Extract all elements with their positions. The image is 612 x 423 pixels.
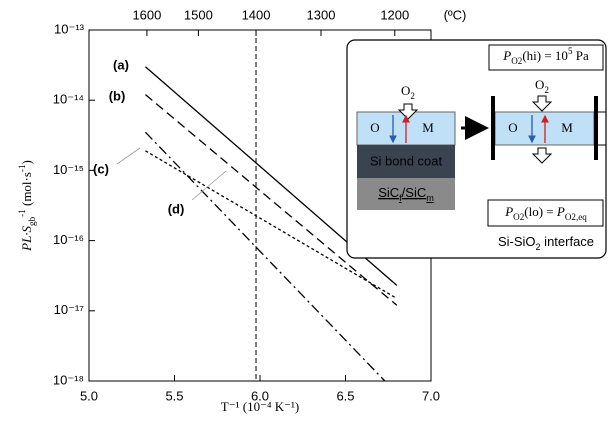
p-lo-label-part: (lo) = — [524, 204, 557, 219]
y-tick-label: 10⁻¹³ — [54, 21, 85, 36]
x-tick-label: 5.0 — [80, 388, 98, 403]
oxide-label: O — [370, 120, 379, 135]
y-axis-label-part: -1 — [17, 164, 27, 172]
y-tick-label: 10⁻¹⁶ — [53, 232, 84, 247]
oxide-label: O — [508, 120, 517, 135]
substrate-label-part: m — [426, 193, 434, 203]
p-lo-label-part: O2 — [513, 212, 525, 222]
page: {"chart_data": { "type": "line", "log_y"… — [0, 0, 612, 423]
p-hi-label-part: O2 — [511, 56, 523, 66]
y-tick-label: 10⁻¹⁴ — [53, 92, 84, 107]
bond-coat-label: Si bond coat — [370, 153, 443, 168]
p-hi-label-part: Pa — [572, 48, 588, 63]
x-tick-label: 7.0 — [422, 388, 440, 403]
p-lo-label-part: O2,eq — [565, 212, 587, 222]
series-label: (a) — [113, 57, 129, 72]
series-label: (b) — [109, 88, 126, 103]
y-axis-label-part: -1 — [17, 209, 27, 217]
x2-label: (ºC) — [444, 7, 467, 22]
mobile-label: M — [422, 120, 434, 135]
interface-label-part: interface — [541, 234, 594, 249]
x2-tick-label: 1300 — [307, 7, 336, 22]
x2-tick-label: 1200 — [380, 7, 409, 22]
boundary — [594, 96, 598, 160]
x-tick-label: 6.5 — [336, 388, 354, 403]
series-label: (d) — [168, 201, 185, 216]
mobile-label: M — [561, 120, 573, 135]
p-lo-label-part: P — [504, 204, 513, 219]
y-axis-label-part: (mol·s — [19, 172, 34, 209]
substrate-label-part: SiC — [378, 185, 399, 200]
x2-tick-label: 1500 — [184, 7, 213, 22]
gas-label-part: 2 — [410, 91, 415, 101]
y-tick-label: 10⁻¹⁷ — [54, 302, 85, 317]
p-lo-label-part: P — [556, 204, 565, 219]
y-tick-label: 10⁻¹⁵ — [53, 162, 84, 177]
substrate-label-part: /SiC — [402, 185, 427, 200]
y-axis-label-part: ) — [19, 160, 34, 164]
y-axis-label-part: gb — [27, 216, 37, 226]
p-hi-label-part: P — [502, 48, 511, 63]
y-axis-label: PL·Sgb-1 (mol·s-1) — [17, 160, 37, 252]
series-label: (c) — [93, 161, 109, 176]
x2-tick-label: 1600 — [132, 7, 161, 22]
gas-label-part: O — [401, 83, 410, 98]
boundary — [491, 96, 495, 160]
x-tick-label: 5.5 — [165, 388, 183, 403]
y-tick-label: 10⁻¹⁸ — [53, 372, 84, 387]
interface-label-part: Si-SiO — [498, 234, 536, 249]
x-axis-label: T⁻¹ (10⁻⁴ K⁻¹) — [221, 399, 299, 414]
y-axis-label-part: PL·S — [19, 225, 34, 251]
gas-label-part: O — [535, 77, 544, 92]
x2-tick-label: 1400 — [242, 7, 271, 22]
gas-label-part: 2 — [544, 85, 549, 95]
leader-line — [117, 148, 140, 164]
p-hi-label-part: (hi) = 10 — [522, 48, 568, 63]
figure: 5.05.56.06.57.010⁻¹⁸10⁻¹⁷10⁻¹⁶10⁻¹⁵10⁻¹⁴… — [0, 0, 612, 423]
